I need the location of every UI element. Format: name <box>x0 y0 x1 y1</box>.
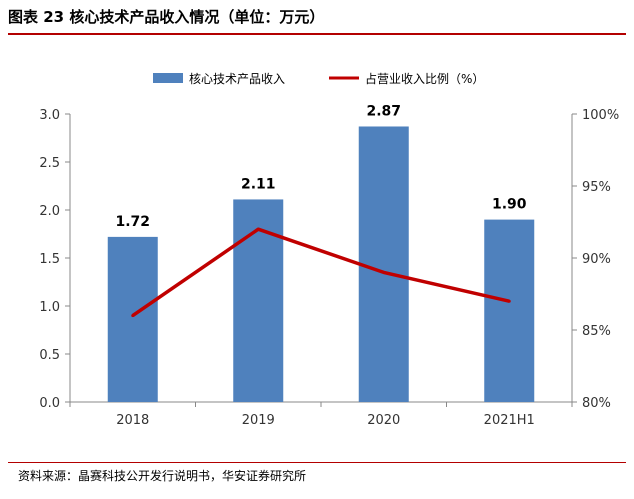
bar-value-label: 2.87 <box>366 103 401 119</box>
x-tick-label: 2019 <box>242 413 275 428</box>
y-left-tick-label: 1.0 <box>39 300 60 315</box>
title-divider <box>8 33 626 35</box>
x-tick-label: 2021H1 <box>484 413 535 428</box>
y-left-tick-label: 2.5 <box>39 156 60 171</box>
bar-value-label: 1.72 <box>115 214 150 230</box>
bar-value-label: 2.11 <box>241 176 276 192</box>
source-note: 资料来源：晶赛科技公开发行说明书，华安证券研究所 <box>18 469 307 483</box>
y-right-tick-label: 95% <box>582 180 611 195</box>
source-divider <box>8 462 626 463</box>
figure-title: 图表 23 核心技术产品收入情况（单位：万元） <box>8 8 325 26</box>
y-left-tick-label: 3.0 <box>39 108 60 123</box>
y-left-tick-label: 1.5 <box>39 252 60 267</box>
legend-label-bar: 核心技术产品收入 <box>189 72 285 86</box>
y-left-tick-label: 0.0 <box>39 396 60 411</box>
ratio-line <box>131 227 510 318</box>
y-right-tick-label: 80% <box>582 396 611 411</box>
legend-label-line: 占营业收入比例（%） <box>365 71 484 86</box>
y-left-tick-label: 0.5 <box>39 348 60 363</box>
legend-swatch-bar <box>153 73 183 83</box>
bar <box>358 126 409 402</box>
x-tick-label: 2020 <box>367 413 400 428</box>
ratio-point <box>256 227 260 231</box>
y-right-tick-label: 85% <box>582 324 611 339</box>
bar-value-label: 1.90 <box>492 197 527 213</box>
bar <box>484 219 535 402</box>
legend: 核心技术产品收入 占营业收入比例（%） <box>153 71 484 86</box>
bar <box>107 236 158 402</box>
x-tick-label: 2018 <box>116 413 149 428</box>
ratio-point <box>507 299 511 303</box>
y-right-tick-label: 90% <box>582 252 611 267</box>
y-right-tick-label: 100% <box>582 108 619 123</box>
ratio-point <box>131 314 135 318</box>
ratio-point <box>382 270 386 274</box>
y-left-tick-label: 2.0 <box>39 204 60 219</box>
